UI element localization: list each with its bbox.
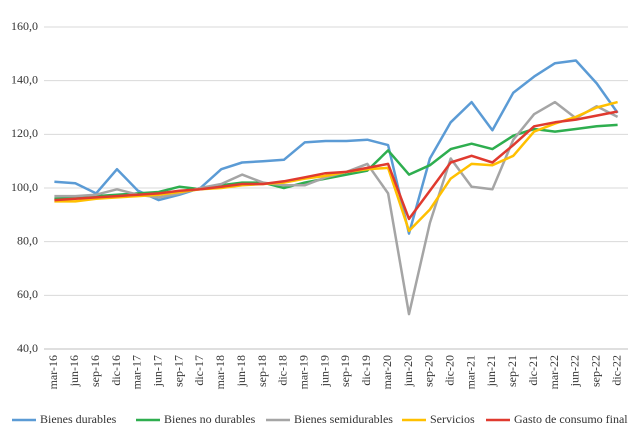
- x-tick-label: sep-17: [171, 355, 185, 387]
- legend-label: Bienes semidurables: [294, 412, 393, 426]
- series-line: [54, 59, 619, 235]
- y-tick-label: 120,0: [11, 126, 38, 140]
- x-tick-label: jun-20: [401, 355, 415, 387]
- x-tick-label: dic-22: [609, 355, 623, 386]
- x-tick-label: mar-19: [296, 355, 310, 389]
- x-tick-label: dic-20: [442, 355, 456, 386]
- x-tick-label: jun-21: [484, 355, 498, 387]
- x-tick-label: mar-22: [547, 355, 561, 389]
- y-tick-label: 40,0: [17, 341, 38, 355]
- series-line: [54, 123, 618, 200]
- y-tick-label: 60,0: [17, 287, 38, 301]
- x-tick-label: mar-21: [463, 355, 477, 389]
- y-tick-label: 160,0: [11, 19, 38, 33]
- series-line: [54, 100, 618, 233]
- x-tick-label: sep-21: [505, 355, 519, 387]
- x-tick-label: dic-19: [359, 355, 373, 386]
- x-tick-label: mar-16: [46, 355, 60, 389]
- x-tick-label: dic-16: [109, 355, 123, 386]
- x-tick-label: mar-18: [213, 355, 227, 389]
- series-line: [54, 110, 618, 221]
- y-tick-label: 100,0: [11, 180, 38, 194]
- x-tick-label: sep-20: [422, 355, 436, 387]
- x-tick-label: sep-18: [255, 355, 269, 387]
- x-tick-label: dic-17: [192, 355, 206, 386]
- y-tick-label: 80,0: [17, 233, 38, 247]
- legend-label: Servicios: [430, 412, 475, 426]
- x-tick-label: sep-22: [588, 355, 602, 387]
- x-tick-label: jun-22: [568, 355, 582, 387]
- legend-label: Bienes no durables: [164, 412, 256, 426]
- y-tick-label: 140,0: [11, 72, 38, 86]
- x-tick-label: jun-19: [317, 355, 331, 387]
- x-tick-label: sep-16: [88, 355, 102, 387]
- x-tick-label: dic-18: [276, 355, 290, 386]
- legend-label: Bienes durables: [40, 412, 117, 426]
- x-tick-label: jun-16: [67, 355, 81, 387]
- x-tick-label: jun-17: [150, 355, 164, 387]
- legend-label: Gasto de consumo final: [514, 412, 628, 426]
- x-tick-label: mar-17: [130, 355, 144, 389]
- x-tick-label: mar-20: [380, 355, 394, 389]
- x-tick-label: jun-18: [234, 355, 248, 387]
- x-tick-label: sep-19: [338, 355, 352, 387]
- x-tick-label: dic-21: [526, 355, 540, 386]
